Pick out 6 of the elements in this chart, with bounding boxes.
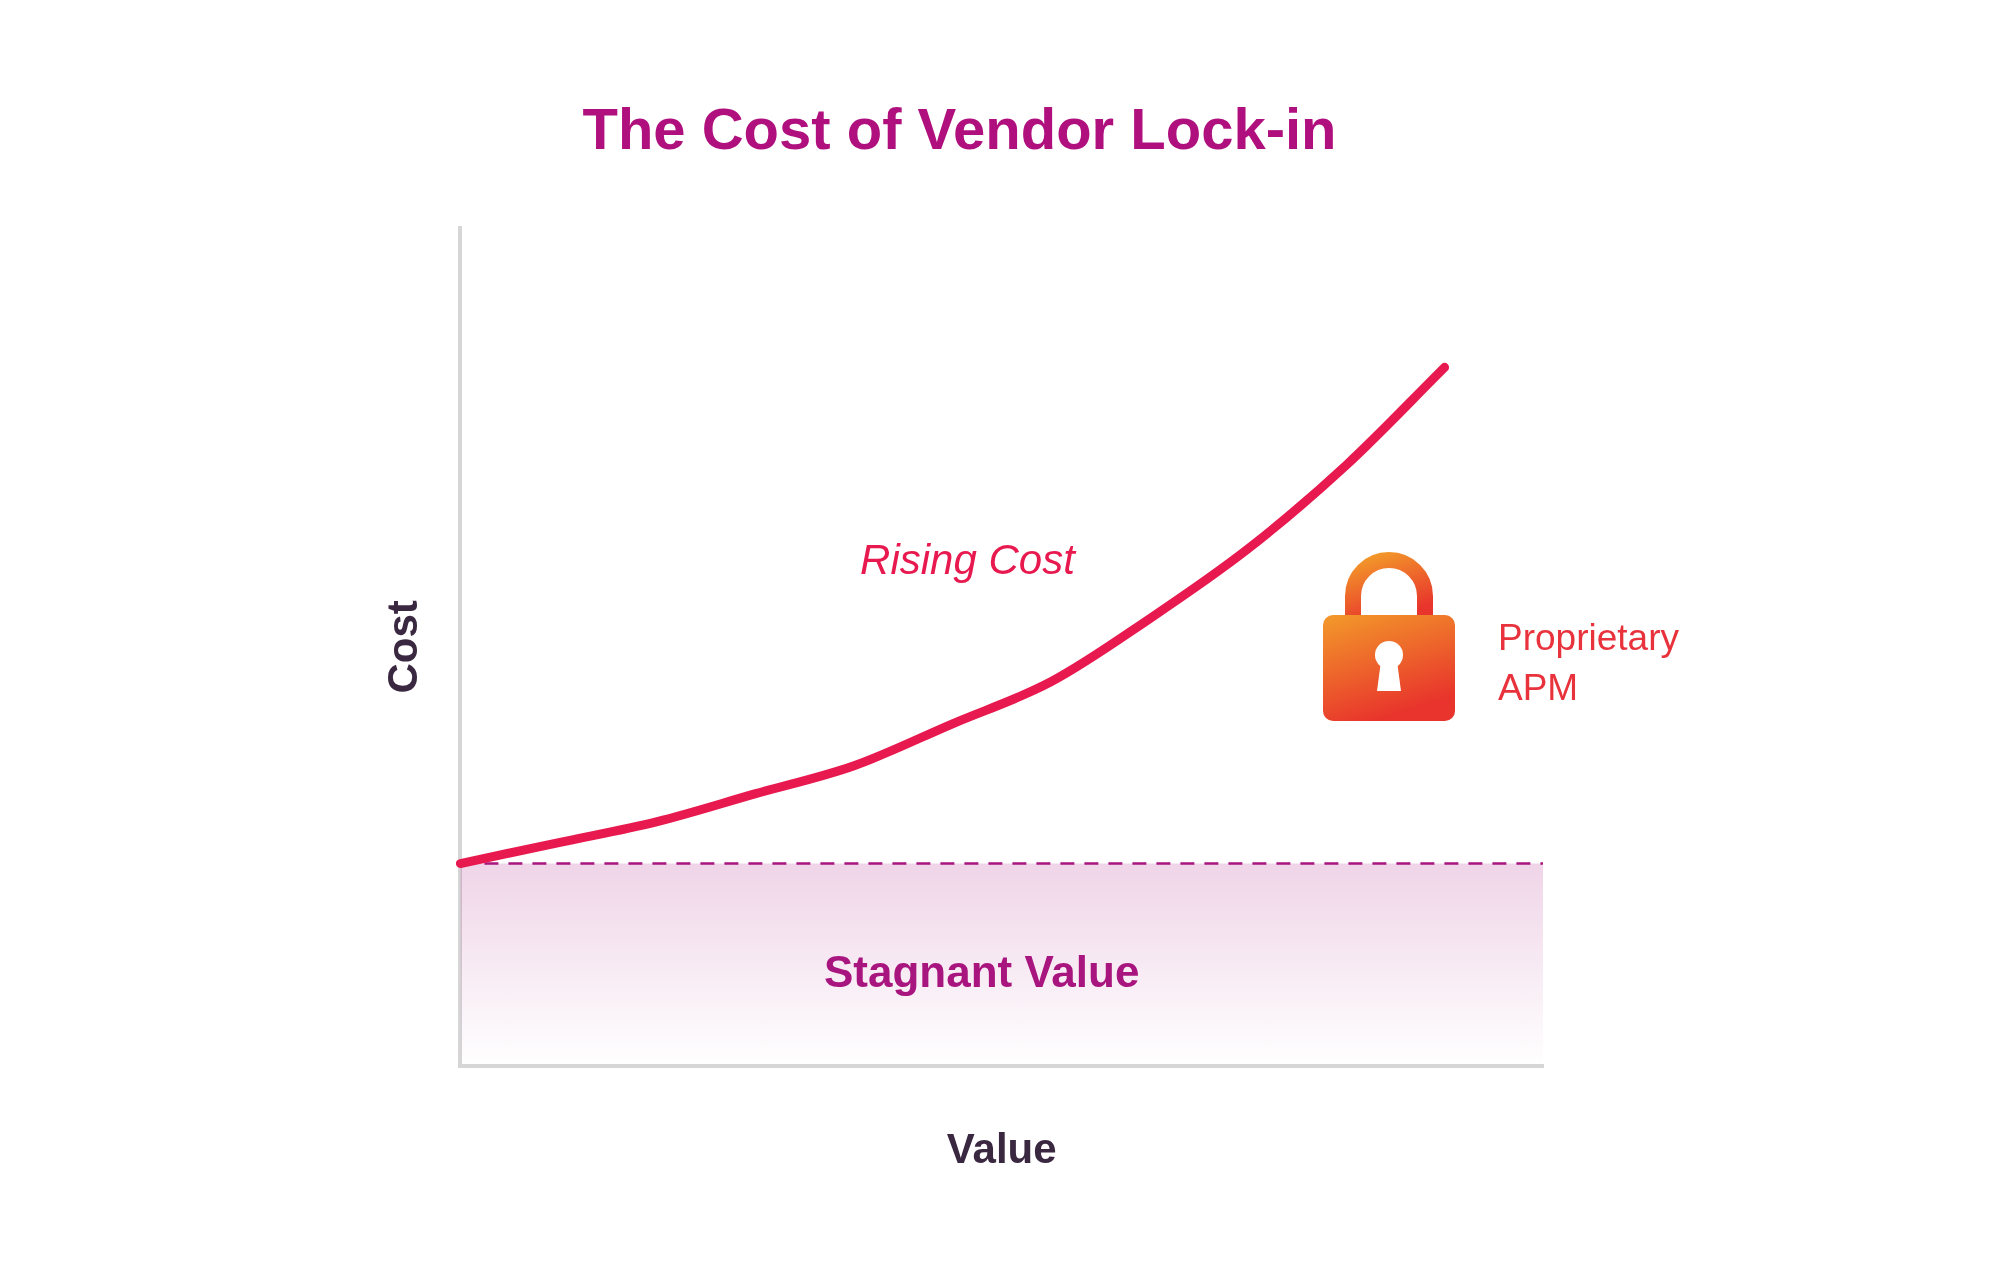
y-axis-title: Cost xyxy=(378,600,426,694)
annotation: Proprietary APM xyxy=(1498,616,1680,710)
series-label: Rising Cost xyxy=(860,535,1078,583)
x-axis-title: Value xyxy=(946,1125,1057,1173)
band-label: Stagnant Value xyxy=(823,947,1140,997)
chart-title: The Cost of Vendor Lock-in xyxy=(582,95,1337,161)
